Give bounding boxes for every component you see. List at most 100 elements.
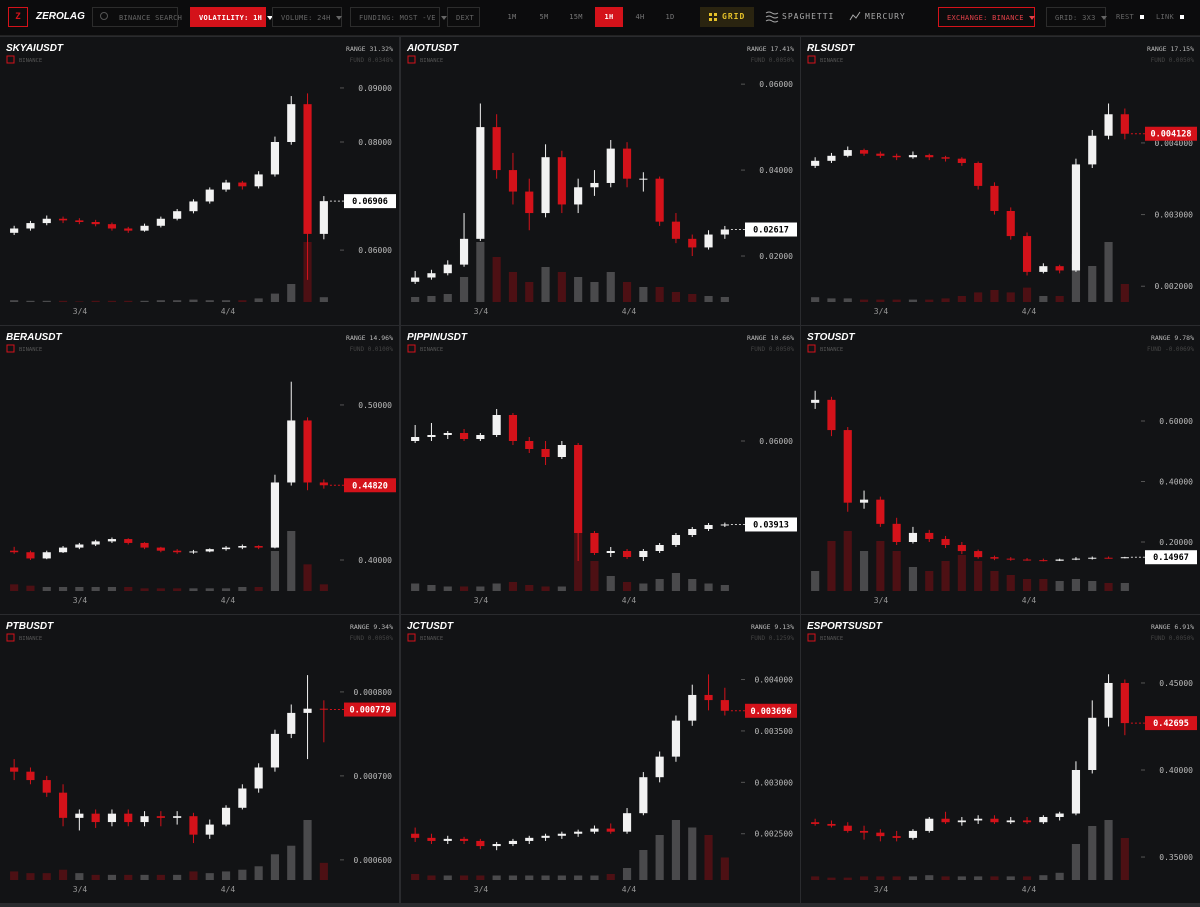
volume-bar — [557, 875, 566, 880]
volume-bar — [10, 300, 19, 302]
candle-body — [189, 816, 198, 835]
volume-bar — [1022, 579, 1032, 591]
candle-body — [124, 228, 133, 231]
candle-body — [1039, 560, 1048, 562]
symbol: AIOTUSDT — [406, 43, 459, 54]
view-tab[interactable]: MERCURY — [865, 12, 906, 21]
volume-bar — [124, 587, 133, 591]
volume-bar — [205, 588, 214, 591]
candle-body — [1088, 135, 1097, 165]
toolbar-icons — [100, 11, 1184, 23]
volume-bar — [238, 869, 247, 880]
candle-body — [42, 780, 51, 793]
y-tick-label: 0.06000 — [759, 80, 793, 89]
candle-body — [42, 218, 51, 224]
volume-bar — [1120, 284, 1129, 302]
logo-mark[interactable]: Z — [8, 7, 28, 27]
candle-body — [1055, 559, 1064, 561]
volume-bar — [622, 868, 632, 880]
volume-bar — [574, 875, 583, 880]
candle-body — [492, 844, 501, 847]
candle-body — [205, 549, 214, 552]
last-price-box — [745, 222, 797, 237]
y-tick-label: 0.003500 — [754, 727, 793, 736]
volume-bar — [990, 290, 999, 302]
volume-bar — [411, 583, 420, 591]
volatility-dropdown[interactable]: VOLATILITY: 1H — [190, 7, 266, 27]
funding-dropdown[interactable]: FUNDING: MOST -VE — [350, 7, 440, 27]
volume-dropdown[interactable]: VOLUME: 24H — [272, 7, 342, 27]
volume-bar — [590, 561, 599, 591]
candle-body — [557, 445, 566, 457]
volume-bar — [525, 875, 534, 880]
timeframe[interactable]: 1D — [665, 13, 675, 21]
volume-bar — [990, 571, 999, 591]
fund: FUND 0.0050% — [1151, 57, 1195, 64]
volume-bar — [541, 267, 550, 302]
grid-dropdown[interactable]: GRID: 3X3 — [1046, 7, 1106, 27]
last-price-box — [344, 702, 396, 717]
candle-body — [173, 211, 182, 219]
search-box[interactable]: BINANCE SEARCH — [92, 7, 182, 27]
volume-bar — [827, 298, 836, 302]
candle-body — [270, 733, 280, 768]
timeframe[interactable]: 5M — [539, 13, 549, 21]
candle-body — [303, 708, 312, 713]
dext-button[interactable]: DEXT — [447, 7, 480, 27]
candle-body — [827, 155, 836, 161]
candle-body — [411, 277, 420, 282]
volume-bar — [1104, 583, 1113, 591]
volume-bar — [941, 876, 950, 880]
volume-bar — [908, 876, 918, 880]
volume-bar — [287, 284, 296, 302]
volume-bar — [655, 835, 664, 880]
view-tab[interactable]: SPAGHETTI — [782, 12, 835, 21]
candle-body — [319, 482, 328, 486]
y-tick-label: 0.000800 — [353, 688, 392, 697]
exchange-icon — [807, 55, 816, 64]
panel-background — [0, 326, 399, 614]
view-tab[interactable]: GRID — [700, 7, 754, 27]
x-tick-label: 4/4 — [221, 596, 236, 605]
volume-bar — [476, 875, 485, 880]
candle-body — [10, 767, 19, 772]
candle-body — [287, 420, 296, 483]
volume-bar — [303, 564, 312, 591]
candle-body — [205, 824, 214, 835]
candle-body — [639, 178, 648, 180]
y-tick-label: 0.002000 — [1154, 282, 1193, 291]
timeframe[interactable]: 15M — [569, 13, 583, 21]
x-tick-label: 3/4 — [73, 596, 88, 605]
volume-bar — [156, 874, 165, 880]
y-tick-label: 0.06000 — [358, 246, 392, 255]
candle-body — [974, 162, 983, 186]
candle-body — [957, 820, 966, 823]
candle-body — [908, 830, 918, 838]
y-tick-label: 0.40000 — [358, 556, 392, 565]
volume-bar — [1071, 844, 1081, 880]
volume-bar — [221, 588, 231, 591]
candle-body — [541, 835, 550, 838]
volume-bar — [26, 873, 35, 880]
volume-bar — [639, 850, 648, 880]
candle-body — [843, 825, 852, 831]
candle-body — [720, 229, 729, 235]
candle-body — [476, 127, 485, 239]
rest-toggle[interactable]: REST — [1116, 13, 1135, 21]
volume-bar — [287, 531, 296, 591]
x-tick-label: 4/4 — [221, 307, 236, 316]
volume-bar — [1120, 838, 1129, 880]
exchange: BINANCE — [420, 58, 443, 64]
fund: FUND 0.0348% — [350, 57, 394, 64]
volume-bar — [859, 551, 869, 591]
timeframe[interactable]: 1M — [507, 13, 517, 21]
exchange-dropdown[interactable]: EXCHANGE: BINANCE — [938, 7, 1035, 27]
link-toggle[interactable]: LINK — [1156, 13, 1175, 21]
logo[interactable]: ZEROLAG — [36, 11, 85, 22]
timeframe[interactable]: 4H — [635, 13, 645, 21]
timeframe[interactable]: 1H — [595, 7, 623, 27]
y-tick-label: 0.50000 — [358, 401, 392, 410]
grid-icon — [714, 13, 717, 16]
volume-bar — [42, 873, 51, 880]
volume-bar — [319, 862, 328, 880]
